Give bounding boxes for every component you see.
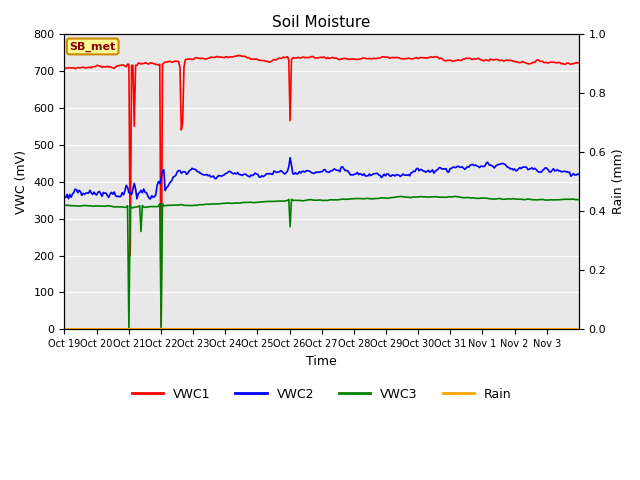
Y-axis label: Rain (mm): Rain (mm)	[612, 149, 625, 215]
X-axis label: Time: Time	[307, 355, 337, 368]
Text: SB_met: SB_met	[70, 41, 116, 51]
Title: Soil Moisture: Soil Moisture	[273, 15, 371, 30]
Legend: VWC1, VWC2, VWC3, Rain: VWC1, VWC2, VWC3, Rain	[127, 383, 516, 406]
Y-axis label: VWC (mV): VWC (mV)	[15, 150, 28, 214]
